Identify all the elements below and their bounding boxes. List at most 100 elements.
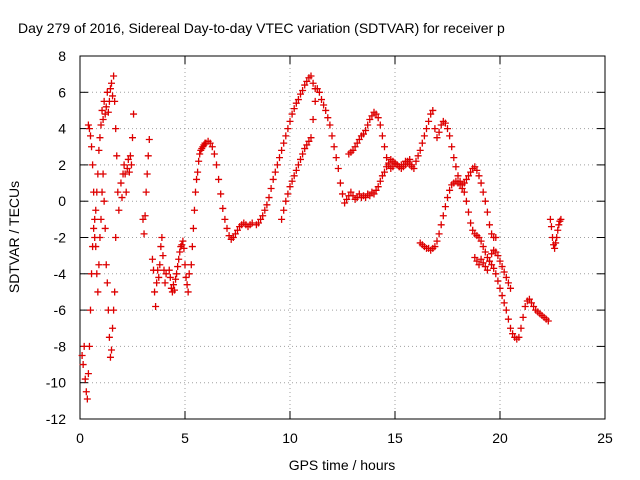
data-point: [347, 188, 355, 196]
data-point: [423, 125, 430, 133]
data-point: [366, 116, 374, 124]
data-point: [364, 121, 372, 129]
data-point: [507, 324, 514, 332]
data-point: [219, 204, 227, 212]
data-point: [130, 110, 138, 118]
data-point: [479, 188, 487, 196]
data-point: [95, 261, 103, 269]
data-point: [183, 281, 191, 289]
data-point: [267, 184, 275, 192]
data-point: [554, 226, 562, 234]
data-point: [97, 215, 105, 223]
x-tick-label: 0: [76, 430, 84, 446]
data-point: [118, 194, 126, 202]
data-point: [486, 257, 493, 265]
data-point: [530, 302, 538, 310]
data-point: [483, 208, 491, 216]
data-point: [129, 134, 136, 142]
data-point: [98, 188, 106, 196]
data-point: [225, 232, 233, 240]
data-point: [332, 154, 340, 162]
data-point: [234, 226, 241, 234]
data-point: [355, 190, 363, 198]
data-point: [467, 168, 475, 176]
data-point: [156, 261, 164, 269]
data-point: [427, 110, 435, 118]
data-point: [108, 79, 115, 87]
data-point: [477, 255, 485, 263]
data-point: [111, 97, 119, 105]
data-point: [127, 161, 135, 169]
data-point: [210, 150, 218, 158]
data-point: [278, 146, 286, 154]
data-point: [92, 243, 100, 251]
data-point: [294, 96, 302, 104]
data-point: [496, 284, 504, 292]
x-tick-label: 15: [387, 430, 403, 446]
data-point: [458, 184, 466, 192]
data-point: [122, 188, 130, 196]
data-point: [429, 106, 437, 114]
data-point: [500, 299, 508, 307]
data-point: [462, 175, 470, 183]
data-point: [546, 215, 554, 223]
data-point: [307, 134, 315, 142]
data-point: [141, 212, 149, 220]
data-point: [460, 179, 468, 187]
data-point: [174, 263, 182, 271]
data-point: [140, 230, 148, 238]
data-point: [402, 161, 409, 169]
data-point: [120, 161, 128, 169]
data-point: [309, 79, 317, 87]
data-point: [280, 206, 288, 214]
data-point: [362, 194, 370, 202]
data-point: [88, 143, 96, 151]
data-point: [488, 250, 496, 258]
x-tick-label: 10: [282, 430, 298, 446]
data-point: [475, 172, 483, 180]
data-point: [450, 154, 458, 162]
data-point: [444, 194, 451, 202]
data-point: [475, 261, 483, 269]
data-point: [255, 219, 262, 227]
data-point: [378, 132, 386, 140]
data-point: [187, 261, 195, 269]
data-point: [297, 155, 304, 163]
data-point: [301, 81, 309, 89]
data-point: [178, 241, 186, 249]
data-point: [454, 172, 462, 180]
data-point: [330, 143, 338, 151]
data-point: [105, 333, 113, 341]
data-point: [110, 306, 118, 314]
data-point: [552, 239, 560, 247]
data-point: [109, 92, 117, 100]
data-point: [431, 125, 439, 133]
data-point: [182, 273, 190, 281]
data-point: [414, 152, 422, 160]
data-point: [194, 168, 202, 176]
data-point: [479, 243, 487, 251]
data-point: [215, 175, 223, 183]
data-point: [85, 125, 93, 133]
data-point: [299, 86, 307, 94]
data-point: [189, 224, 197, 232]
data-point: [437, 121, 445, 129]
data-point: [79, 361, 87, 369]
data-point: [307, 72, 315, 80]
data-point: [465, 172, 472, 180]
data-point: [173, 270, 181, 278]
data-point: [171, 286, 178, 294]
data-point: [290, 172, 298, 180]
data-point: [483, 253, 491, 261]
data-point: [144, 152, 152, 160]
data-point: [206, 139, 214, 147]
data-point: [439, 212, 447, 220]
data-point: [96, 234, 104, 241]
data-point: [553, 234, 561, 241]
data-point: [96, 134, 104, 142]
data-point: [155, 273, 163, 281]
data-point: [106, 353, 114, 361]
data-point: [148, 255, 156, 263]
data-point: [437, 221, 445, 229]
data-point: [213, 161, 220, 169]
